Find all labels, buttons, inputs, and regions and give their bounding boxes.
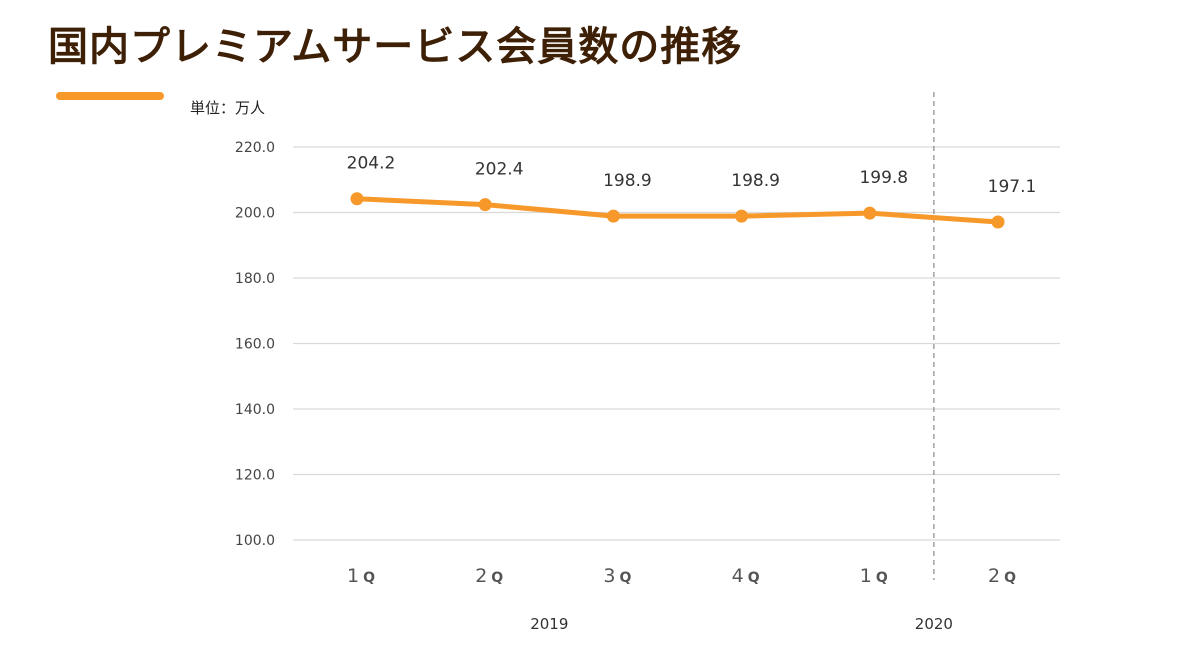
y-tick-label: 220.0 [235, 140, 275, 156]
x-year-label: 2020 [915, 615, 953, 633]
data-point [735, 209, 749, 223]
data-label: 197.1 [988, 177, 1037, 197]
y-tick-label: 160.0 [235, 337, 275, 353]
series-line-layer [354, 196, 1001, 225]
y-tick-label: 100.0 [235, 533, 275, 549]
unit-label: 単位：万人 [190, 99, 266, 117]
y-tick-label: 140.0 [235, 402, 275, 418]
y-tick-label: 200.0 [235, 206, 275, 222]
x-axis-years: 2019 2020 [530, 615, 953, 633]
y-axis-ticks: 100.0 120.0 140.0 160.0 180.0 200.0 220.0 [235, 140, 275, 549]
x-year-label: 2019 [530, 615, 568, 633]
legend-line-swatch [56, 92, 164, 100]
y-tick-label: 120.0 [235, 468, 275, 484]
data-labels-layer: 204.2 202.4 198.9 198.9 199.8 197.1 [347, 154, 1037, 197]
data-label: 199.8 [859, 168, 908, 188]
data-label: 204.2 [347, 154, 396, 174]
series-points-layer [350, 192, 1005, 229]
data-label: 198.9 [603, 171, 652, 191]
data-point [350, 192, 364, 206]
data-label: 198.9 [731, 171, 780, 191]
data-point [606, 209, 620, 223]
data-point [863, 206, 877, 220]
data-label: 202.4 [475, 160, 524, 180]
series-line [354, 196, 1001, 225]
chart-title: 国内プレミアムサービス会員数の推移 [48, 24, 743, 70]
y-tick-label: 180.0 [235, 271, 275, 287]
grid-layer [293, 146, 1060, 541]
data-point [478, 198, 492, 212]
data-point [991, 215, 1005, 229]
